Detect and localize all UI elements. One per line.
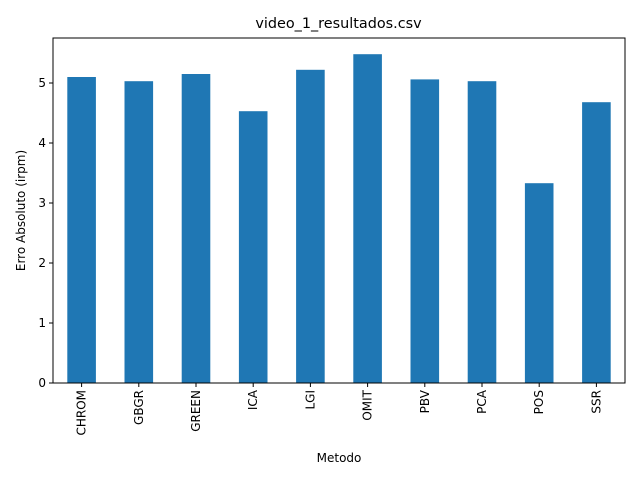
x-tick-label: PBV xyxy=(418,389,432,413)
y-axis: 0 1 2 3 4 5 xyxy=(38,76,53,390)
bar-gbgr xyxy=(124,81,154,383)
y-axis-label: Erro Absoluto (irpm) xyxy=(14,150,28,271)
y-tick-label: 5 xyxy=(38,76,46,90)
x-tick-label: OMIT xyxy=(361,389,375,420)
x-tick-label: LGI xyxy=(303,390,317,410)
y-tick-label: 3 xyxy=(38,196,46,210)
x-tick-label: GREEN xyxy=(189,390,203,432)
y-tick-label: 4 xyxy=(38,136,46,150)
bar-green xyxy=(181,74,211,383)
bar-pca xyxy=(467,81,497,383)
x-tick-label: GBGR xyxy=(132,390,146,425)
x-tick-label: ICA xyxy=(246,389,260,410)
plot-frame xyxy=(52,37,626,384)
y-tick-label: 1 xyxy=(38,316,46,330)
x-tick-label: CHROM xyxy=(75,390,89,436)
bar-chrom xyxy=(67,77,96,383)
x-tick-label: POS xyxy=(532,390,546,414)
x-axis: CHROM GBGR GREEN ICA LGI OMIT PBV PCA POS SSR xyxy=(75,383,603,436)
bar-lgi xyxy=(296,69,325,384)
bar-pbv xyxy=(410,79,440,384)
bar-pos xyxy=(524,183,554,383)
x-tick-label: PCA xyxy=(475,389,489,414)
chart-title: video_1_resultados.csv xyxy=(255,16,422,32)
bar-omit xyxy=(353,54,382,383)
x-axis-label: Metodo xyxy=(317,451,362,465)
y-tick-label: 0 xyxy=(38,376,46,390)
bars-group xyxy=(67,54,611,384)
bar-ica xyxy=(238,111,268,383)
x-tick-label: SSR xyxy=(589,390,603,414)
bar-ssr xyxy=(582,102,611,383)
y-tick-label: 2 xyxy=(38,256,46,270)
